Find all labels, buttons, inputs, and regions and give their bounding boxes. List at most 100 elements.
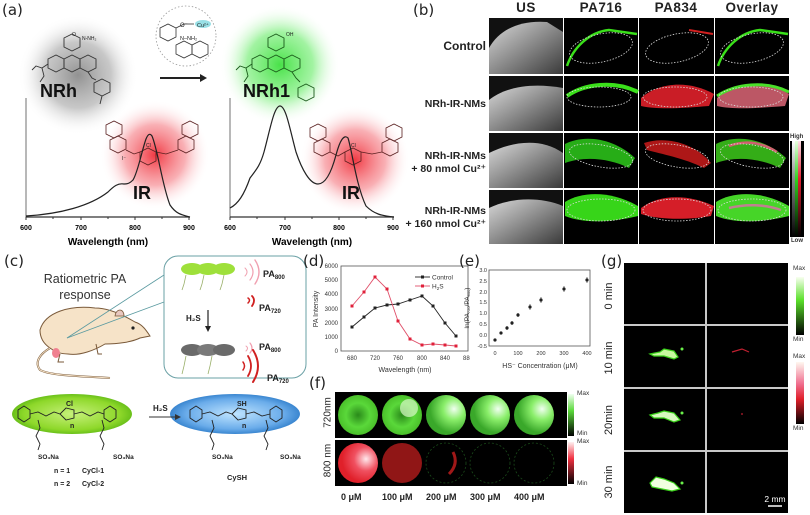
svg-text:n: n <box>242 423 246 430</box>
svg-text:700: 700 <box>279 225 291 232</box>
panel-f-label: (f) <box>309 374 326 392</box>
d-xlabel: Wavelength (nm) <box>378 367 431 374</box>
b-colorbar <box>790 141 804 237</box>
panel-g-images: 2 mm <box>624 263 788 513</box>
cysh-name: CySH <box>227 473 247 482</box>
us-column <box>489 18 563 244</box>
g-red-max: Max <box>793 353 806 360</box>
panel-a-figure: O⁻ Cu²⁺ N–NH₂ N-NH₂ O OH Cl <box>18 5 410 248</box>
svg-text:300: 300 <box>559 351 568 357</box>
panel-c-schematic: H₂S PA800 PA720 PA800 PA720 <box>36 255 307 385</box>
g-red-signal-10 <box>731 348 750 353</box>
nrh1-green-glow <box>220 5 340 125</box>
g-time-10: 10 min <box>603 341 615 375</box>
row-label-160nmol: NRh-IR-NMs + 160 nmol Cu²⁺ <box>405 205 486 230</box>
inset-cu: Cu²⁺ <box>197 22 209 29</box>
ir-structure-right <box>309 123 403 166</box>
g-red-min: Min <box>793 425 804 432</box>
svg-text:680: 680 <box>347 356 358 362</box>
scale-bar-label: 2 mm <box>764 494 785 504</box>
svg-text:3000: 3000 <box>325 307 339 313</box>
svg-text:600: 600 <box>20 225 32 232</box>
svg-text:SH: SH <box>237 401 247 408</box>
overlay-column <box>715 18 789 244</box>
pa800-bottom: PA800 <box>259 342 282 354</box>
svg-text:H2S: H2S <box>432 284 444 292</box>
f-red-min: Min <box>577 480 588 487</box>
svg-text:CyCl-1: CyCl-1 <box>82 468 104 475</box>
e-xlabel: HS⁻ Concentration (μM) <box>502 363 577 370</box>
reaction-arrow-head <box>200 74 207 82</box>
panel-b-label: (b) <box>413 1 435 19</box>
pa716-column <box>564 18 639 244</box>
b-colorbar-low: Low <box>791 238 803 244</box>
svg-text:0: 0 <box>493 351 496 357</box>
f-green-min: Min <box>577 430 588 437</box>
nrh-structure <box>31 33 111 105</box>
svg-text:4000: 4000 <box>325 292 339 298</box>
svg-text:720: 720 <box>370 356 381 362</box>
chem-arrow-head <box>175 414 181 420</box>
mouse-illustration <box>36 306 151 379</box>
panel-c-label: (c) <box>4 252 24 270</box>
label-ir-right: IR <box>342 183 360 203</box>
f-green-max: Max <box>577 390 590 397</box>
column-header-overlay: Overlay <box>725 0 779 15</box>
label-ir-left: IR <box>133 183 151 203</box>
svg-text:200: 200 <box>536 351 545 357</box>
cycl-structure <box>17 405 117 451</box>
svg-text:100: 100 <box>513 351 522 357</box>
svg-text:0.5: 0.5 <box>479 322 487 328</box>
svg-text:0: 0 <box>335 349 339 355</box>
f-800-0um <box>338 443 378 483</box>
green-nanoparticles <box>181 263 235 291</box>
column-header-us: US <box>516 0 536 15</box>
svg-text:Cl: Cl <box>146 143 151 149</box>
d-legend: Control H2S <box>415 275 454 292</box>
g-green-signals <box>648 347 684 492</box>
b-colorbar-high: High <box>790 134 804 140</box>
ir-red-glow-left <box>100 100 210 210</box>
svg-text:Cl: Cl <box>66 401 73 408</box>
pa720-top: PA720 <box>259 303 282 315</box>
e-yticks: 3.0 2.5 2.0 1.5 1.0 0.5 0.0 -0.5 <box>478 268 487 350</box>
chart-d: 0 1000 2000 3000 4000 5000 6000 680 720 760 800… <box>313 264 470 374</box>
svg-text:5000: 5000 <box>325 278 339 284</box>
row-label-80nmol: NRh-IR-NMs + 80 nmol Cu²⁺ <box>411 150 486 175</box>
svg-text:700: 700 <box>75 225 87 232</box>
panel-e-label: (e) <box>459 252 480 270</box>
a-right-spectrum <box>229 105 395 218</box>
panel-b-image-grid <box>489 18 789 244</box>
pa-wave-signals <box>242 259 260 383</box>
svg-text:6000: 6000 <box>325 264 339 270</box>
panel-c-chemistry: Cl n SO₃Na SO₃Na n = 1 CyCl-1 n = 2 CyCl… <box>12 394 301 488</box>
pa720-bottom: PA720 <box>267 373 290 385</box>
svg-text:3.0: 3.0 <box>479 268 487 274</box>
svg-text:2.5: 2.5 <box>479 279 487 285</box>
f-row-label-800: 800 nm <box>322 443 334 478</box>
ir-red-glow-right <box>300 105 410 215</box>
svg-text:SO₃Na: SO₃Na <box>280 454 301 461</box>
svg-text:1000: 1000 <box>325 335 339 341</box>
a-right-xlabel: Wavelength (nm) <box>272 237 352 248</box>
svg-text:1.0: 1.0 <box>479 311 487 317</box>
svg-text:SO₃Na: SO₃Na <box>38 454 59 461</box>
svg-text:1.5: 1.5 <box>479 300 487 306</box>
panel-a-label: (a) <box>2 1 23 19</box>
svg-text:900: 900 <box>387 225 399 232</box>
g-green-max: Max <box>793 265 806 272</box>
g-colorbars <box>796 277 804 424</box>
svg-text:n = 1: n = 1 <box>54 468 70 475</box>
a-left-spectrum <box>25 133 191 218</box>
a-right-axes: 600 700 800 900 Wavelength (nm) <box>224 98 399 248</box>
svg-text:n = 2: n = 2 <box>54 481 70 488</box>
svg-text:-0.5: -0.5 <box>478 344 487 350</box>
e-ylabel: ln(PA720/PA800) <box>464 288 471 329</box>
grey-nanoparticles <box>181 344 235 375</box>
row-label-nrh-ir-nms: NRh-IR-NMs <box>424 98 486 110</box>
svg-text:I⁻: I⁻ <box>122 156 126 162</box>
svg-text:O: O <box>72 32 76 38</box>
e-xticks: 0 100 200 300 400 <box>493 351 591 357</box>
svg-text:Control: Control <box>432 275 454 282</box>
g-green-min: Min <box>793 336 804 343</box>
